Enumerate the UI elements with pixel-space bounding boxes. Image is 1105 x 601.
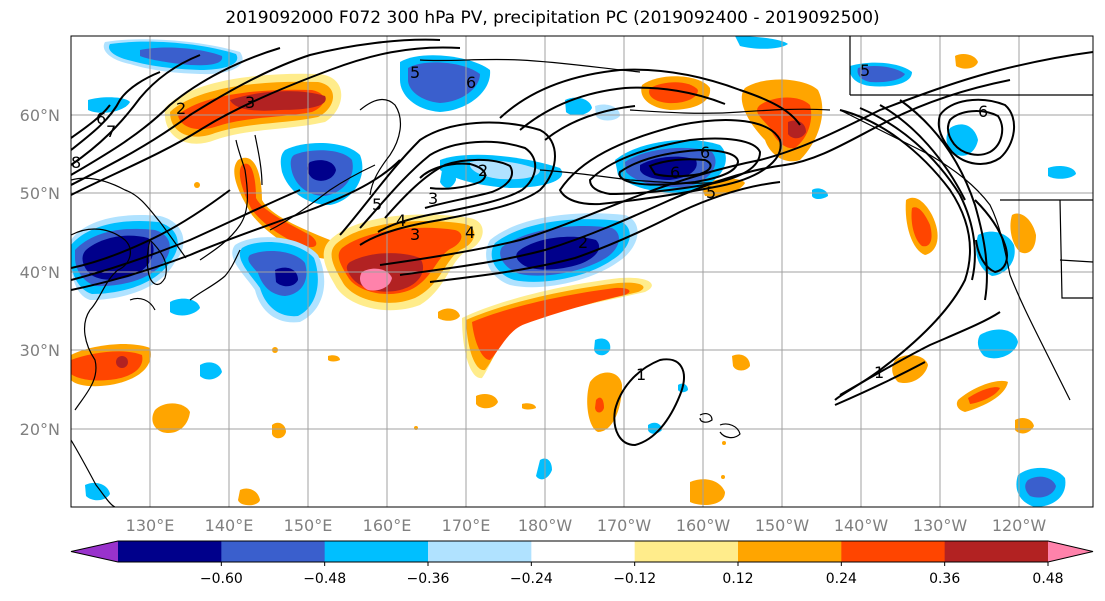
colorbar-tick-label: −0.60 — [200, 571, 243, 587]
pv-contours — [71, 38, 1093, 447]
colorbar-segment — [531, 541, 636, 562]
contour-label: 4 — [396, 211, 406, 230]
lat-axis: 60°N 50°N 40°N 30°N 20°N — [20, 106, 60, 439]
colorbar-extend-low — [71, 541, 118, 562]
contour-label: 3 — [428, 189, 438, 208]
colorbar-tick-label: 0.36 — [929, 571, 960, 587]
colorbar-tick-label: −0.36 — [407, 571, 450, 587]
lon-label: 170°W — [597, 516, 652, 535]
contour-label: 5 — [372, 195, 382, 214]
colorbar-tick-label: 0.48 — [1032, 571, 1063, 587]
contour-label: 2 — [578, 233, 588, 252]
pv-contour-labels: 6 7 8 2 3 5 6 5 4 3 4 2 3 2 5 6 5 6 1 1 … — [71, 61, 988, 384]
colorbar: −0.60 −0.48 −0.36 −0.24 −0.12 0.12 0.24 0.36 0.4… — [70, 540, 1094, 587]
contour-label: 7 — [106, 122, 116, 141]
lon-label: 160°W — [676, 516, 731, 535]
colorbar-segment — [738, 541, 842, 562]
contour-label: 5 — [410, 63, 420, 82]
colorbar-segment — [221, 541, 326, 562]
lat-label: 20°N — [20, 420, 60, 439]
contour-label: 6 — [466, 73, 476, 92]
colorbar-segment — [634, 541, 739, 562]
lon-label: 130°W — [913, 516, 968, 535]
contour-label: 5 — [860, 61, 870, 80]
lat-label: 60°N — [20, 106, 60, 125]
lon-axis: 130°E 140°E 150°E 160°E 170°E 180°W 170°… — [126, 516, 1047, 535]
colorbar-tick-label: 0.24 — [826, 571, 857, 587]
colorbar-segment — [118, 541, 222, 562]
contour-label: 1 — [874, 363, 884, 382]
lat-label: 50°N — [20, 184, 60, 203]
contour-label: 6 — [96, 109, 106, 128]
colorbar-extend-high — [1048, 541, 1093, 562]
contour-label: 8 — [71, 153, 81, 172]
colorbar-segment — [841, 541, 946, 562]
lon-label: 120°W — [992, 516, 1047, 535]
coastlines — [71, 36, 1093, 507]
plot-title: 2019092000 F072 300 hPa PV, precipitatio… — [225, 8, 880, 28]
contour-label: 2 — [176, 99, 186, 118]
colorbar-segment — [324, 541, 429, 562]
contour-label: 1 — [636, 365, 646, 384]
map-frame — [70, 35, 1094, 508]
colorbar-segment — [944, 541, 1049, 562]
colorbar-tick-label: 0.12 — [722, 571, 753, 587]
contour-label: 5 — [706, 183, 716, 202]
contour-label: 3 — [245, 93, 255, 112]
contour-label: 6 — [700, 143, 710, 162]
lon-label: 140°E — [205, 516, 254, 535]
contour-label: 4 — [465, 223, 475, 242]
lat-label: 30°N — [20, 341, 60, 360]
lon-label: 150°W — [755, 516, 810, 535]
lon-label: 130°E — [126, 516, 175, 535]
colorbar-tick-label: −0.48 — [303, 571, 346, 587]
colorbar-outline — [70, 540, 1094, 563]
contour-label: 2 — [478, 161, 488, 180]
lon-label: 170°E — [442, 516, 491, 535]
lon-label: 150°E — [284, 516, 333, 535]
lat-label: 40°N — [20, 263, 60, 282]
contour-label: 3 — [410, 225, 420, 244]
lon-label: 140°W — [834, 516, 889, 535]
graticule — [71, 36, 1093, 507]
lon-label: 180°W — [518, 516, 573, 535]
contour-label: 6 — [670, 163, 680, 182]
colorbar-segment — [428, 541, 532, 562]
colorbar-tick-label: −0.12 — [613, 571, 656, 587]
colorbar-tick-label: −0.24 — [510, 571, 553, 587]
contour-label: 6 — [978, 102, 988, 121]
lon-label: 160°E — [363, 516, 412, 535]
map-content: 6 7 8 2 3 5 6 5 4 3 4 2 3 2 5 6 5 6 1 1 … — [71, 36, 1093, 507]
